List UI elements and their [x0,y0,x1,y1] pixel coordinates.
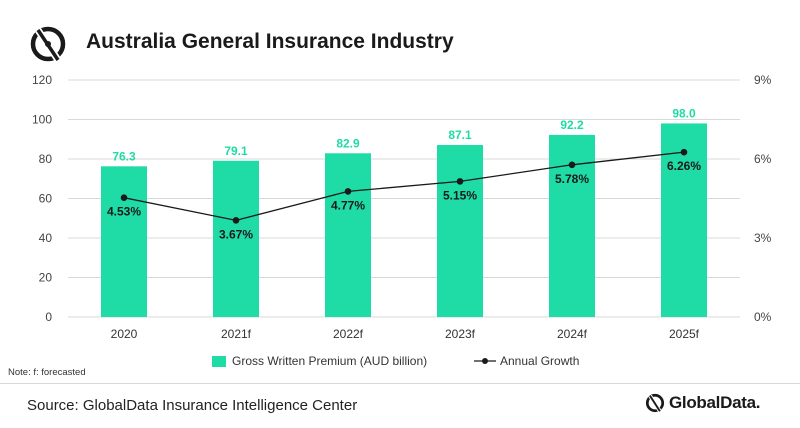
chart-plot: 76.3 79.1 82.9 87.1 92.2 98.0 4.53% 3.67% 4.77%… [32,73,772,341]
growth-value-labels: 4.53% 3.67% 4.77% 5.15% 5.78% 6.26% [107,159,701,241]
source-text: Source: GlobalData Insurance Intelligenc… [27,397,358,414]
bar-value-label: 76.3 [112,149,136,163]
left-axis-tick: 120 [32,73,52,87]
growth-point [344,188,352,195]
growth-point [568,161,576,169]
forecast-note: Note: f: forecasted [8,367,86,378]
right-axis-tick: 0% [754,310,772,324]
growth-point [456,178,464,185]
bar [101,166,147,317]
chart-header: Australia General Insurance Industry [0,0,800,70]
bar-series [101,123,707,317]
legend-item-premium: Gross Written Premium (AUD billion) [212,354,427,368]
bar [325,153,371,317]
right-axis-tick: 3% [754,231,772,245]
globaldata-mark-icon [30,26,66,62]
bar [213,160,259,317]
x-axis-ticks: 2020 2021f 2022f 2023f 2024f 2025f [111,327,700,341]
x-axis-tick: 2025f [669,327,700,341]
brand-logo: GlobalData. [644,392,760,414]
x-axis-tick: 2024f [557,327,588,341]
legend-bar-swatch [212,355,226,367]
left-axis-ticks: 0 20 40 60 80 100 120 [32,73,52,324]
x-axis-tick: 2021f [221,327,252,341]
legend-label-premium: Gross Written Premium (AUD billion) [232,354,428,368]
right-axis-tick: 9% [754,73,772,87]
growth-value-label: 5.78% [555,172,589,186]
left-axis-tick: 60 [39,192,53,206]
growth-value-label: 4.53% [107,205,141,219]
bar [437,144,483,317]
left-axis-tick: 20 [39,271,53,285]
chart-title: Australia General Insurance Industry [86,30,454,53]
growth-point [232,217,240,224]
x-axis-tick: 2020 [111,327,138,341]
right-axis-ticks: 0% 3% 6% 9% [754,73,772,324]
x-axis-tick: 2023f [445,327,476,341]
brand-name: GlobalData. [669,393,761,412]
growth-point [120,194,128,202]
left-axis-tick: 80 [39,152,53,166]
left-axis-tick: 100 [32,113,52,127]
x-axis-tick: 2022f [333,327,364,341]
bar-value-labels: 76.3 79.1 82.9 87.1 92.2 98.0 [112,106,696,163]
bar-value-label: 92.2 [560,118,584,132]
footer-divider [0,383,800,384]
growth-value-label: 4.77% [331,198,365,212]
left-axis-tick: 40 [39,231,53,245]
growth-line-series [120,148,688,224]
growth-line [123,151,685,222]
bar [661,123,707,317]
growth-point [680,148,688,156]
globaldata-logo-icon [645,393,665,413]
bar-value-label: 87.1 [448,128,472,142]
bar-value-label: 79.1 [224,144,248,158]
legend-line-swatch [474,358,496,364]
growth-value-label: 3.67% [219,227,253,241]
chart-legend: Gross Written Premium (AUD billion) Annu… [0,354,800,372]
bar-value-label: 82.9 [336,136,360,150]
bar-value-label: 98.0 [672,106,696,120]
legend-label-growth: Annual Growth [500,354,580,368]
left-axis-tick: 0 [45,310,52,324]
grid-lines [68,79,740,318]
growth-value-label: 6.26% [667,159,701,173]
right-axis-tick: 6% [754,152,772,166]
growth-value-label: 5.15% [443,188,477,202]
legend-item-growth: Annual Growth [474,354,579,368]
